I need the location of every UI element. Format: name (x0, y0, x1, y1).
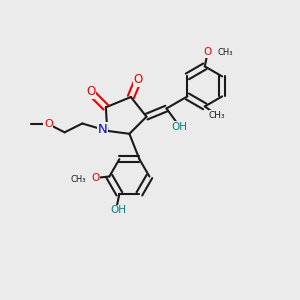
Text: CH₃: CH₃ (70, 175, 86, 184)
Text: CH₃: CH₃ (218, 48, 233, 57)
Text: OH: OH (110, 205, 127, 215)
Text: OH: OH (171, 122, 187, 132)
Text: O: O (204, 47, 212, 57)
Text: O: O (44, 119, 53, 129)
Text: O: O (86, 85, 95, 98)
Text: O: O (91, 173, 99, 183)
Text: O: O (134, 73, 143, 86)
Text: CH₃: CH₃ (209, 111, 225, 120)
Text: N: N (98, 123, 108, 136)
